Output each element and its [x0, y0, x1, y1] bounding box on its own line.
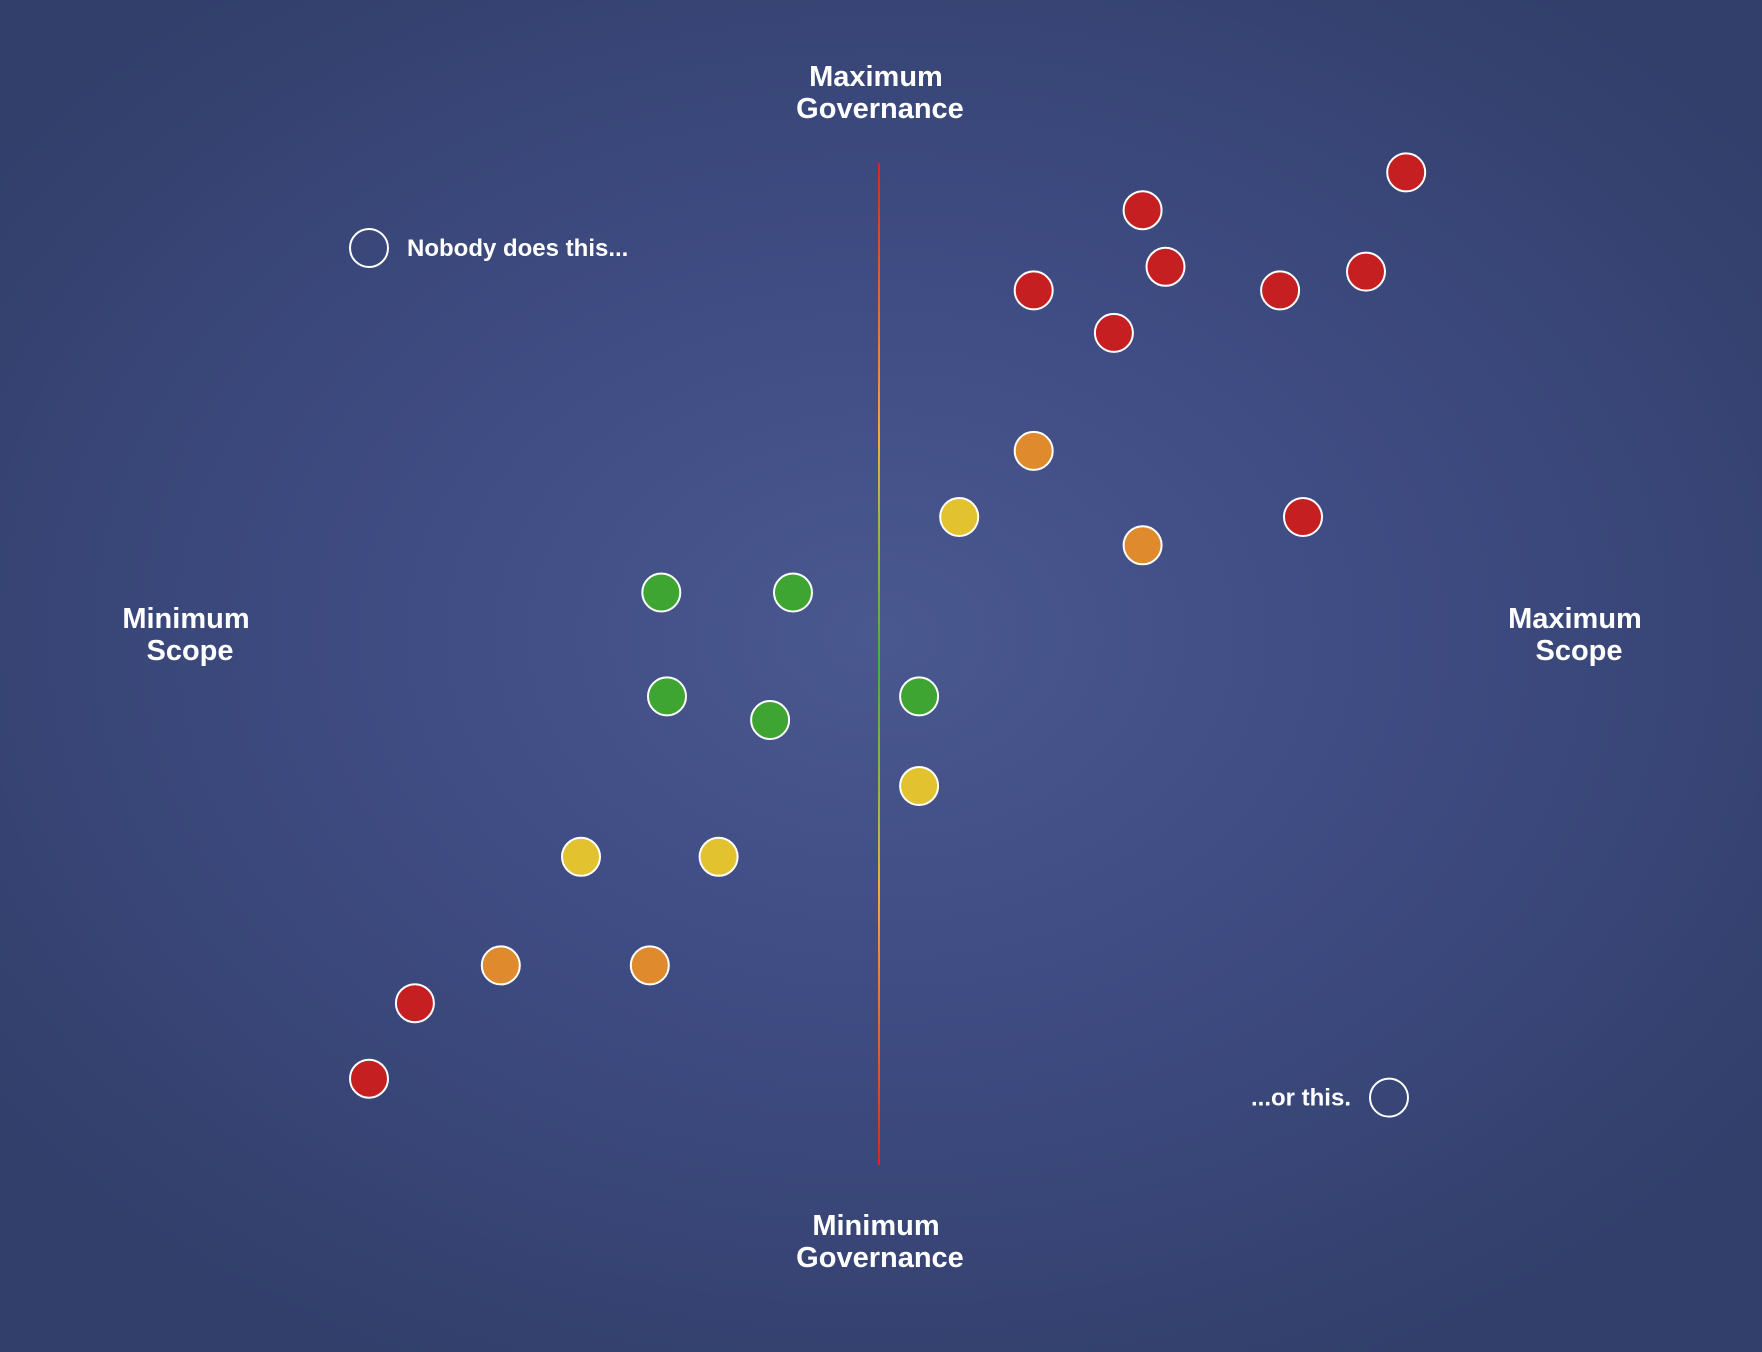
data-point-red-5 — [1013, 270, 1054, 311]
annotation-text-1: Nobody does this... — [407, 235, 628, 262]
data-point-orange-11 — [1122, 525, 1163, 566]
data-point-red-2 — [1122, 190, 1163, 231]
data-points — [349, 152, 1427, 1099]
axis-label-left: Minimum Scope — [122, 603, 257, 667]
annotations: Nobody does this... ...or this. — [349, 228, 1409, 1118]
data-point-red-4 — [1346, 251, 1386, 292]
annotation-marker-2 — [1369, 1077, 1409, 1118]
data-point-red-3 — [1145, 246, 1186, 287]
data-point-red-6 — [1260, 270, 1301, 311]
data-point-green-16 — [899, 676, 940, 717]
data-point-orange-20 — [480, 945, 521, 986]
axis-label-right: Maximum Scope — [1508, 603, 1650, 667]
data-point-yellow-9 — [939, 497, 980, 537]
axis-label-top: Maximum Governance — [796, 61, 964, 125]
data-point-red-1 — [1386, 152, 1427, 193]
axis-label-bottom: Minimum Governance — [796, 1210, 964, 1274]
data-point-orange-21 — [629, 945, 670, 986]
data-point-yellow-19 — [698, 836, 739, 877]
data-point-red-23 — [349, 1058, 389, 1099]
data-point-orange-8 — [1013, 430, 1054, 471]
annotation-text-2: ...or this. — [1251, 1085, 1351, 1112]
data-point-green-13 — [773, 572, 813, 613]
data-point-green-15 — [750, 700, 791, 740]
data-point-green-14 — [647, 676, 687, 717]
data-point-green-12 — [641, 572, 682, 613]
data-point-yellow-17 — [899, 766, 940, 806]
governance-axis-line — [878, 163, 880, 1165]
data-point-red-10 — [1283, 497, 1323, 537]
annotation-marker-1 — [349, 228, 389, 268]
data-point-red-22 — [394, 983, 435, 1024]
data-point-red-7 — [1093, 312, 1134, 353]
data-point-yellow-18 — [561, 836, 601, 877]
